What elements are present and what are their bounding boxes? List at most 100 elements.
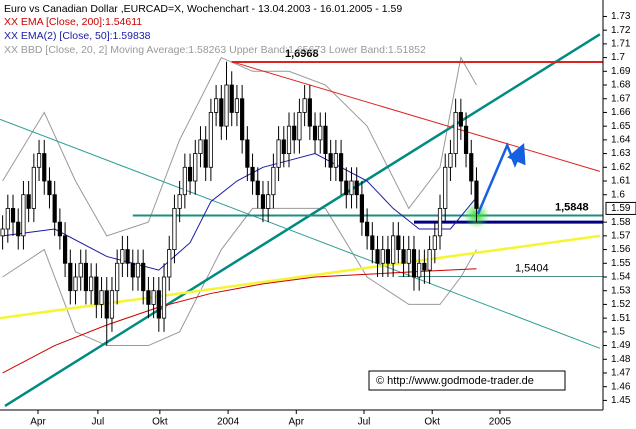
x-tick-label: Jul xyxy=(91,417,104,428)
x-tick-label: Okt xyxy=(424,417,440,428)
candle-body xyxy=(234,98,240,113)
candle-body xyxy=(47,180,52,196)
candle-body xyxy=(219,98,224,127)
candle-body xyxy=(0,228,5,237)
candle-body xyxy=(89,276,94,292)
x-tick-label: 2005 xyxy=(489,417,512,428)
candle-body xyxy=(36,153,42,168)
candle-body xyxy=(141,262,146,292)
candle-body xyxy=(406,249,411,264)
candle-body xyxy=(250,166,255,182)
candle-body xyxy=(255,180,260,196)
x-tick-label: Apr xyxy=(30,417,46,428)
candle-body xyxy=(323,125,328,154)
y-tick-label: 1.6 xyxy=(611,189,625,200)
x-tick-label: Apr xyxy=(289,417,305,428)
candle-body xyxy=(474,180,479,209)
candle-body xyxy=(286,125,292,154)
legend: XX EMA [Close, 200]:1.54611 XX EMA(2) [Cl… xyxy=(4,16,426,56)
level-label: 1,5848 xyxy=(555,201,589,213)
candle-body xyxy=(151,290,156,305)
candle-body xyxy=(130,262,135,278)
y-tick-label: 1.71 xyxy=(611,39,631,50)
y-tick-label: 1.57 xyxy=(611,230,631,241)
candle-body xyxy=(344,180,349,196)
candle-body xyxy=(94,276,99,305)
candle-body xyxy=(338,153,344,182)
candle-body xyxy=(458,112,463,127)
y-tick-label: 1.47 xyxy=(611,368,631,379)
chart-title: Euro vs Canadian Dollar ,EURCAD=X, Woche… xyxy=(4,3,402,15)
candle-body xyxy=(432,235,437,250)
legend-entry: XX BBD [Close, 20, 2] Moving Average:1.5… xyxy=(4,44,426,56)
y-tick-label: 1.73 xyxy=(611,11,631,22)
legend-entry: XX EMA [Close, 200]:1.54611 xyxy=(4,16,142,28)
candle-body xyxy=(401,249,406,264)
candle-body xyxy=(427,249,432,271)
candle-body xyxy=(276,139,281,168)
y-tick-label: 1.46 xyxy=(611,381,631,392)
candle-body xyxy=(453,112,458,154)
legend-entry: XX EMA(2) [Close, 50]:1.59838 xyxy=(4,30,151,42)
last-price-box xyxy=(605,201,636,215)
candle-body xyxy=(57,221,62,237)
candle-body xyxy=(245,139,250,168)
candle-body xyxy=(328,153,333,168)
candle-body xyxy=(193,153,198,182)
candle-body xyxy=(177,194,182,209)
y-tick-label: 1.48 xyxy=(611,354,631,365)
candle-body xyxy=(302,98,307,113)
candle-body xyxy=(437,208,443,237)
candle-body xyxy=(182,166,187,196)
candle-body xyxy=(224,84,229,127)
candle-body xyxy=(214,98,219,113)
candle-body xyxy=(354,180,359,196)
candle-body xyxy=(448,153,453,168)
bollinger-band xyxy=(2,56,477,237)
y-tick-label: 1.64 xyxy=(611,135,631,146)
copyright-box xyxy=(368,370,566,391)
y-tick-label: 1.51 xyxy=(611,313,631,324)
y-tick-label: 1.49 xyxy=(611,340,631,351)
candle-body xyxy=(422,262,427,271)
candle-body xyxy=(365,221,370,237)
candle-body xyxy=(62,235,68,264)
candle-body xyxy=(297,112,302,141)
candle-body xyxy=(359,194,365,223)
forecast-arrow xyxy=(476,142,526,215)
candle-body xyxy=(380,249,385,264)
bollinger-band xyxy=(2,207,477,347)
candle-body xyxy=(78,262,83,278)
axes: 1.45 1.46 1.47 1.48 1.49 1.5 1.51 1.52 1.53 1.54 1… xyxy=(30,11,636,428)
y-tick-label: 1.5 xyxy=(611,326,625,337)
x-tick-label: Okt xyxy=(152,417,168,428)
candle-body xyxy=(349,180,354,196)
y-tick-label: 1.53 xyxy=(611,285,631,296)
candle-body xyxy=(312,125,318,141)
candle-body xyxy=(167,249,172,278)
y-tick-label: 1.69 xyxy=(611,66,631,77)
candle-body xyxy=(120,249,125,264)
trendline xyxy=(231,61,601,172)
candle-body xyxy=(281,139,286,154)
y-tick-label: 1.68 xyxy=(611,80,631,91)
level-label: 1,6968 xyxy=(285,48,319,60)
x-tick-label: 2004 xyxy=(217,417,240,428)
candle-body xyxy=(125,249,130,264)
candle-body xyxy=(52,194,57,223)
candle-body xyxy=(198,139,203,154)
candle-body xyxy=(156,290,161,319)
x-tick-label: Jul xyxy=(358,417,371,428)
trendline xyxy=(0,118,601,349)
candle-body xyxy=(115,262,120,292)
y-tick-label: 1.67 xyxy=(611,93,631,104)
candle-body xyxy=(271,166,276,196)
candle-body xyxy=(240,98,245,141)
candle-body xyxy=(385,249,391,264)
candle-body xyxy=(208,112,213,168)
y-tick-label: 1.54 xyxy=(611,272,631,283)
y-tick-label: 1.62 xyxy=(611,162,631,173)
